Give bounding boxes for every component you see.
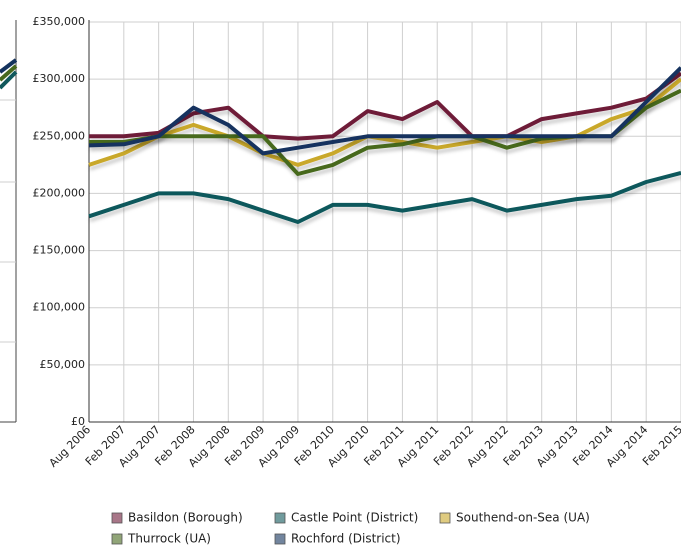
legend-label: Southend-on-Sea (UA) <box>456 511 590 525</box>
y-tick-label: £250,000 <box>33 129 86 142</box>
y-tick-label: £350,000 <box>33 15 86 28</box>
y-tick-label: £0 <box>71 415 85 428</box>
series-line <box>88 66 681 156</box>
series-line <box>89 71 681 141</box>
legend-swatch <box>111 512 123 524</box>
series-line <box>89 88 681 176</box>
y-tick-label: £100,000 <box>33 301 86 314</box>
y-tick-label: £300,000 <box>33 72 86 85</box>
y-tick-label: £200,000 <box>33 186 86 199</box>
legend-label: Thurrock (UA) <box>127 532 211 546</box>
legend-label: Rochford (District) <box>291 532 401 546</box>
y-tick-label: £50,000 <box>40 358 86 371</box>
y-tick-label: £150,000 <box>33 244 86 257</box>
series-line <box>88 170 681 224</box>
legend-swatch <box>274 533 286 545</box>
neighbour-chart-fragment <box>0 20 18 423</box>
legend-label: Basildon (Borough) <box>128 511 243 525</box>
legend-label: Castle Point (District) <box>291 511 418 525</box>
legend-swatch <box>439 512 451 524</box>
legend-swatch <box>274 512 286 524</box>
series-line <box>88 77 681 167</box>
legend-swatch <box>111 533 123 545</box>
